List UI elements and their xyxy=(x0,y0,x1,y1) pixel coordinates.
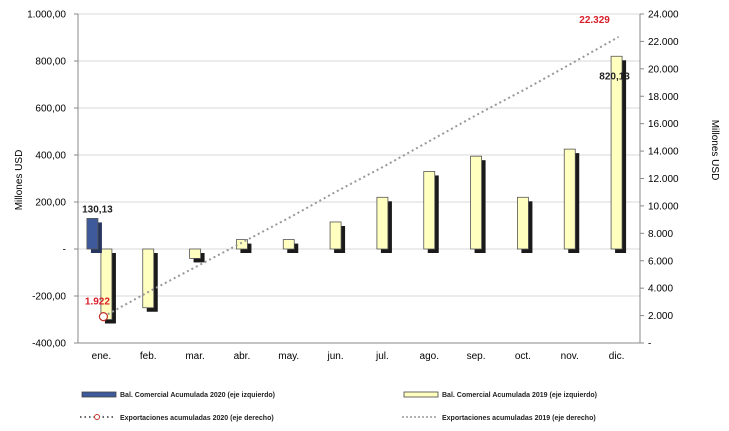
legend-marker-2 xyxy=(94,414,100,420)
legend-label-1: Bal. Comercial Acumulada 2019 (eje izqui… xyxy=(442,392,597,399)
x-tick-label-2: mar. xyxy=(185,351,204,362)
y-right-tick-label-0: - xyxy=(648,339,651,350)
y-right-tick-label-12: 24.000 xyxy=(648,10,679,21)
legend-label-0: Bal. Comercial Acumulada 2020 (eje izqui… xyxy=(120,392,275,399)
y-right-tick-label-9: 18.000 xyxy=(648,92,679,103)
x-tick-label-3: abr. xyxy=(234,351,251,362)
data-labels: 130,13 820,13 1.922 22.329 xyxy=(82,15,630,308)
bar-2019-5 xyxy=(329,221,342,250)
gridlines xyxy=(78,13,640,344)
x-tick-label-0: ene. xyxy=(92,351,111,362)
y-left-tick-label-5: 600,00 xyxy=(35,104,66,115)
legend-swatch-0 xyxy=(81,391,117,398)
y-right-tick-label-3: 6.000 xyxy=(648,256,673,267)
x-tick-label-7: ago. xyxy=(420,351,439,362)
y-right-tick-label-1: 2.000 xyxy=(648,311,673,322)
x-tick-label-4: may. xyxy=(278,351,299,362)
x-tick-label-9: oct. xyxy=(515,351,531,362)
bar-2019-7 xyxy=(423,171,436,250)
bar-2019-3 xyxy=(236,239,248,250)
x-tick-label-8: sep. xyxy=(467,351,486,362)
y-right-tick-label-10: 20.000 xyxy=(648,64,679,75)
axes: -400,00-200,00-200,00400,00600,00800,001… xyxy=(27,10,679,363)
lines xyxy=(98,36,620,322)
bar-2019-4 xyxy=(282,239,295,250)
data-label-2: 1.922 xyxy=(85,297,110,308)
y-right-tick-label-11: 22.000 xyxy=(648,37,679,48)
data-label-1: 820,13 xyxy=(599,71,630,82)
bars xyxy=(86,55,627,324)
y-left-tick-label-2: - xyxy=(63,245,66,256)
x-tick-label-5: jun. xyxy=(327,351,344,362)
x-tick-label-11: dic. xyxy=(609,351,625,362)
data-label-3: 22.329 xyxy=(579,15,610,26)
y-right-tick-label-5: 10.000 xyxy=(648,201,679,212)
x-tick-label-1: feb. xyxy=(140,351,157,362)
bar-2019-10 xyxy=(563,148,576,250)
y-left-tick-label-7: 1.000,00 xyxy=(27,10,66,21)
x-tick-label-6: jul. xyxy=(375,351,389,362)
y-left-tick-label-0: -400,00 xyxy=(32,339,66,350)
y-left-tick-label-6: 800,00 xyxy=(35,57,66,68)
point-exports-2020-0 xyxy=(98,312,109,322)
bar-2019-9 xyxy=(517,196,529,250)
y-right-tick-label-6: 12.000 xyxy=(648,174,679,185)
y-left-tick-label-4: 400,00 xyxy=(35,151,66,162)
bar-2020-0 xyxy=(86,218,99,250)
y-left-tick-label-3: 200,00 xyxy=(35,198,66,209)
legend-label-2: Exportaciones acumuladas 2020 (eje derec… xyxy=(120,415,274,422)
line-exports-2019 xyxy=(102,36,620,318)
y-left-tick-label-1: -200,00 xyxy=(32,292,66,303)
y-right-tick-label-8: 16.000 xyxy=(648,119,679,130)
y-right-tick-label-4: 8.000 xyxy=(648,229,673,240)
bar-2019-2 xyxy=(189,248,201,259)
y-axis-right-title: Millones USD xyxy=(709,120,720,181)
data-label-0: 130,13 xyxy=(82,204,113,215)
bar-2019-0 xyxy=(100,248,113,320)
bar-2019-11 xyxy=(610,55,623,250)
bar-2019-8 xyxy=(470,155,482,250)
y-right-tick-label-2: 4.000 xyxy=(648,284,673,295)
y-right-tick-label-7: 14.000 xyxy=(648,147,679,158)
legend-label-3: Exportaciones acumuladas 2019 (eje derec… xyxy=(442,415,596,422)
bar-2019-1 xyxy=(142,248,155,309)
legend-swatch-1 xyxy=(403,391,439,398)
y-axis-left-title: Millones USD xyxy=(14,150,25,211)
x-tick-label-10: nov. xyxy=(561,351,579,362)
legend: Bal. Comercial Acumulada 2020 (eje izqui… xyxy=(80,391,597,422)
bar-2019-6 xyxy=(376,196,389,250)
